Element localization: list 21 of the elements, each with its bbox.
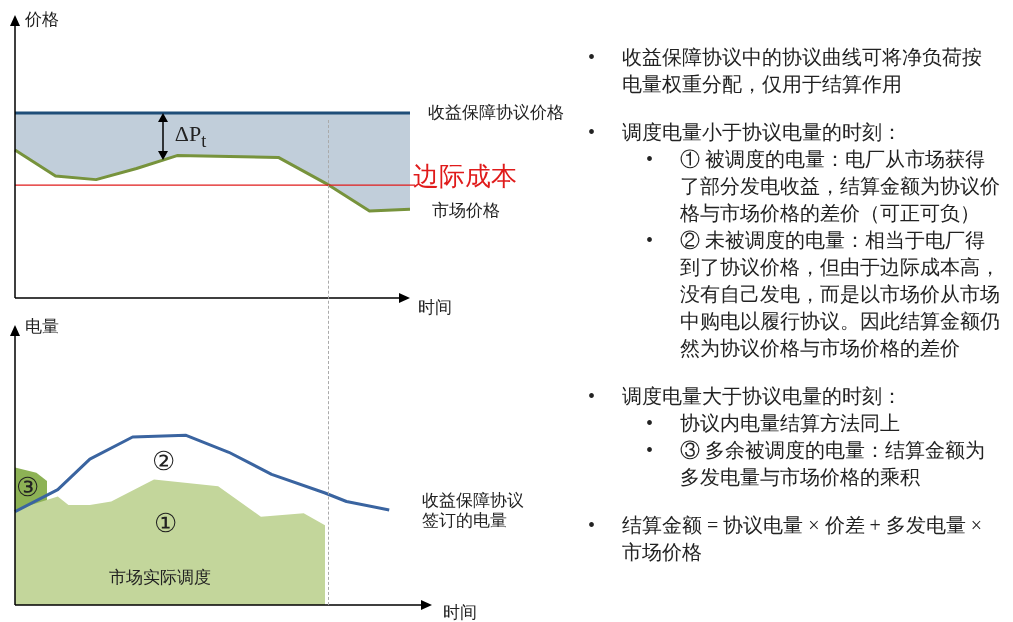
text: • 结算金额 = 协议电量 × 价差 + 多发电量 × 市场价格 xyxy=(588,514,983,563)
annotation: ① xyxy=(154,507,178,540)
text: • 收益保障协议中的协议曲线可将净负荷按电量权重分配，仅用于结算作用 xyxy=(588,46,982,95)
text: • ② 未被调度的电量：相当于电厂得到了协议价格，但由于边际成本高，没有自己发电，而是以市场价从市场中购电以履行协议。因此结算金额仍然为协议价格与市场价格的差价 xyxy=(646,229,1000,359)
series-label: 市场实际调度 xyxy=(109,567,212,589)
text: • ① 被调度的电量：电厂从市场获得了部分发电收益，结算金额为协议价格与市场价格的差价（可正可负） xyxy=(646,148,1000,224)
ref-line-label: 边际成本 xyxy=(413,161,517,193)
series-label: 收益保障协议签订的电量 xyxy=(422,490,526,532)
annotation: ΔP$_{t}$ xyxy=(174,120,207,153)
text: • 调度电量小于协议电量的时刻： xyxy=(588,121,902,143)
text: • 协议内电量结算方法同上 xyxy=(646,412,900,434)
y-axis-title: 电量 xyxy=(25,316,59,338)
annotation: ② xyxy=(152,446,176,479)
text: • ③ 多余被调度的电量：结算金额为多发电量与市场价格的乘积 xyxy=(646,439,985,488)
x-axis-title: 时间 xyxy=(418,297,452,319)
series-label: 市场价格 xyxy=(432,201,500,222)
x-axis-title: 时间 xyxy=(443,602,477,622)
y-axis-title: 价格 xyxy=(25,9,59,31)
text: • 调度电量大于协议电量的时刻： xyxy=(588,385,902,407)
annotation: ③ xyxy=(16,472,40,504)
series-label: 收益保障协议价格 xyxy=(428,102,564,124)
